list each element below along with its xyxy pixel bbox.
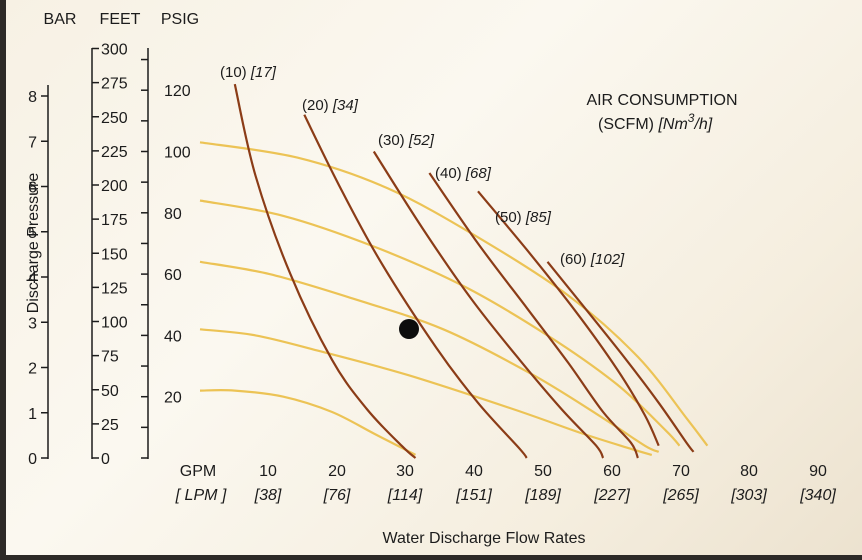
x-tick-gpm: 80 <box>740 463 758 480</box>
x-tick-gpm: 40 <box>465 463 483 480</box>
feet-tick-label: 0 <box>101 451 110 468</box>
x-unit-lpm: [ LPM ] <box>175 487 227 504</box>
bar-tick-label: 6 <box>28 180 37 197</box>
psig-axis-unit: PSIG <box>161 11 199 28</box>
feet-tick-label: 150 <box>101 246 128 263</box>
chart-title: AIR CONSUMPTION <box>586 92 737 109</box>
feet-tick-label: 25 <box>101 417 119 434</box>
x-tick-lpm: [340] <box>799 487 836 504</box>
x-tick-gpm: 70 <box>672 463 690 480</box>
feet-tick-label: 75 <box>101 349 119 366</box>
air-curve-label: (40) [68] <box>435 165 492 182</box>
air-curve-label: (10) [17] <box>220 64 277 81</box>
pressure-curve-100 <box>199 141 709 447</box>
subtitle-unit: [Nm <box>657 116 687 133</box>
feet-tick-label: 100 <box>101 315 128 332</box>
air-curve-label-metric: [85] <box>525 209 552 226</box>
bar-tick-label: 1 <box>28 406 37 423</box>
air-curve-label-metric: [102] <box>590 251 625 268</box>
feet-tick-label: 250 <box>101 110 128 127</box>
feet-tick-label: 125 <box>101 280 128 297</box>
x-unit-gpm: GPM <box>180 463 216 480</box>
air-curve-label-scfm: (10) <box>220 64 251 81</box>
feet-tick-label: 275 <box>101 76 128 93</box>
psig-tick-label: 60 <box>164 267 182 284</box>
x-tick-lpm: [303] <box>730 487 767 504</box>
subtitle-unit-superscript: 3 <box>688 111 695 125</box>
x-tick-gpm: 30 <box>396 463 414 480</box>
x-tick-gpm: 60 <box>603 463 621 480</box>
bar-tick-label: 3 <box>28 315 37 332</box>
x-tick-gpm: 20 <box>328 463 346 480</box>
x-axis-title: Water Discharge Flow Rates <box>382 530 585 547</box>
air-curve-label: (30) [52] <box>378 132 435 149</box>
feet-tick-label: 175 <box>101 212 128 229</box>
air-curve-3 <box>372 150 605 459</box>
air-curve-4 <box>428 172 639 459</box>
x-tick-gpm: 10 <box>259 463 277 480</box>
bar-tick-label: 2 <box>28 361 37 378</box>
feet-tick-label: 300 <box>101 42 128 59</box>
air-curve-label-scfm: (60) <box>560 251 591 268</box>
bar-tick-label: 5 <box>28 225 37 242</box>
x-tick-lpm: [76] <box>323 487 351 504</box>
chart-subtitle: (SCFM) [Nm3/h] <box>598 111 713 133</box>
air-curve-5 <box>477 190 660 447</box>
x-tick-lpm: [189] <box>524 487 561 504</box>
y-axis-title: Discharge Pressure <box>25 173 42 314</box>
pressure-curve-20 <box>199 389 416 456</box>
frame-left-border <box>0 0 6 560</box>
psig-tick-label: 100 <box>164 145 191 162</box>
bar-tick-label: 4 <box>28 270 37 287</box>
x-tick-lpm: [114] <box>387 487 423 504</box>
pressure-curve-60 <box>199 260 660 453</box>
x-tick-gpm: 50 <box>534 463 552 480</box>
feet-axis-unit: FEET <box>100 11 141 28</box>
bar-axis-unit: BAR <box>44 11 77 28</box>
psig-tick-label: 120 <box>164 83 191 100</box>
air-curve-label-metric: [34] <box>332 97 359 114</box>
x-tick-lpm: [227] <box>593 487 630 504</box>
x-tick-gpm: 90 <box>809 463 827 480</box>
psig-tick-label: 80 <box>164 206 182 223</box>
operating-point-marker <box>399 319 419 339</box>
air-curve-1 <box>233 83 417 459</box>
air-curve-6 <box>546 261 695 453</box>
x-tick-lpm: [38] <box>254 487 282 504</box>
air-curve-label-metric: [17] <box>250 64 277 81</box>
pressure-curve-80 <box>199 199 681 447</box>
psig-tick-label: 20 <box>164 390 182 407</box>
air-curve-2 <box>303 114 528 459</box>
air-curve-label: (20) [34] <box>302 97 359 114</box>
x-tick-lpm: [265] <box>662 487 699 504</box>
air-curve-label-scfm: (40) <box>435 165 466 182</box>
air-curve-label-scfm: (20) <box>302 97 333 114</box>
feet-tick-label: 200 <box>101 178 128 195</box>
frame-bottom-border <box>0 555 862 560</box>
air-curve-label-scfm: (50) <box>495 209 526 226</box>
feet-tick-label: 50 <box>101 383 119 400</box>
bar-tick-label: 8 <box>28 89 37 106</box>
air-curve-label: (50) [85] <box>495 209 552 226</box>
subtitle-scfm: (SCFM) <box>598 116 658 133</box>
pressure-curve-40 <box>199 328 653 456</box>
air-curve-label-metric: [68] <box>465 165 492 182</box>
air-curve-label-metric: [52] <box>408 132 435 149</box>
feet-tick-label: 225 <box>101 144 128 161</box>
bar-tick-label: 7 <box>28 134 37 151</box>
bar-tick-label: 0 <box>28 451 37 468</box>
psig-tick-label: 40 <box>164 328 182 345</box>
x-tick-lpm: [151] <box>455 487 492 504</box>
air-curve-label-scfm: (30) <box>378 132 409 149</box>
subtitle-unit-tail: /h] <box>693 116 712 133</box>
air-curve-label: (60) [102] <box>560 251 625 268</box>
